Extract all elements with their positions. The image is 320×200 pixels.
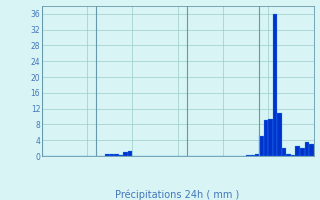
Bar <box>291 155 295 156</box>
Bar <box>105 154 109 156</box>
Bar <box>286 154 291 156</box>
Bar <box>300 148 305 156</box>
Bar <box>114 154 119 156</box>
Bar <box>246 155 250 156</box>
Bar <box>255 154 259 156</box>
Bar <box>128 151 132 156</box>
Bar <box>123 152 128 156</box>
Bar <box>309 144 314 156</box>
Text: Précipitations 24h ( mm ): Précipitations 24h ( mm ) <box>116 189 240 200</box>
Bar <box>259 136 264 156</box>
Bar <box>273 14 277 156</box>
Bar <box>277 113 282 156</box>
Bar <box>119 155 123 156</box>
Bar <box>264 120 268 156</box>
Bar <box>282 148 286 156</box>
Bar <box>268 118 273 156</box>
Bar <box>295 146 300 156</box>
Bar <box>305 142 309 156</box>
Bar <box>109 154 114 156</box>
Bar <box>250 155 255 156</box>
